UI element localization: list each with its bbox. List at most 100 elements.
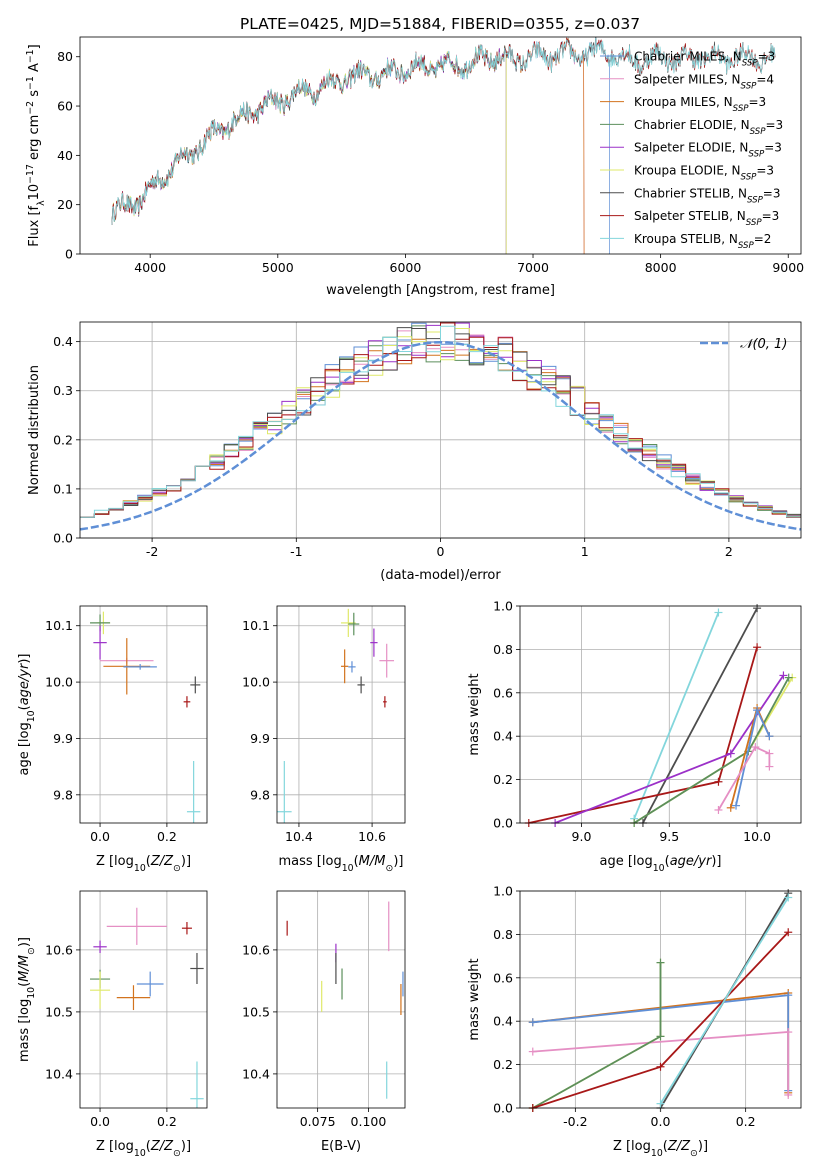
data-point bbox=[181, 922, 192, 935]
y-tick-label: 0.3 bbox=[53, 383, 73, 398]
x-axis-label-part: ( bbox=[665, 854, 670, 869]
weight-marker bbox=[528, 1047, 537, 1056]
legend-label: Chabrier ELODIE, NSSP=3 bbox=[634, 118, 783, 137]
legend-label-part: =3 bbox=[763, 186, 781, 200]
y-axis-label-part: erg cm bbox=[27, 115, 42, 164]
data-point bbox=[341, 649, 349, 684]
x-tick-label: 0.100 bbox=[351, 1114, 387, 1129]
y-tick-label: 9.9 bbox=[250, 731, 270, 746]
legend-label-part: Kroupa MILES, N bbox=[634, 95, 733, 109]
x-axis-label-part: 10 bbox=[134, 1148, 146, 1159]
y-axis-label-part: 10 bbox=[27, 184, 42, 201]
y-tick-label: 0.2 bbox=[493, 1057, 513, 1072]
x-axis-label-part: ( bbox=[146, 1139, 151, 1154]
y-axis-label-part: )] bbox=[17, 937, 32, 947]
y-tick-label: 0.0 bbox=[493, 1101, 513, 1116]
x-tick-label: 9000 bbox=[772, 260, 804, 275]
y-axis-label-part: −1 bbox=[25, 49, 36, 63]
data-point bbox=[379, 643, 395, 678]
data-point bbox=[183, 696, 191, 708]
y-axis-label-part: age [log bbox=[17, 722, 32, 775]
legend-label-part: SSP bbox=[750, 127, 767, 137]
weight-series-line bbox=[642, 607, 758, 823]
axes-frame bbox=[79, 321, 802, 539]
weight-marker bbox=[784, 991, 793, 1000]
weight-marker bbox=[784, 673, 793, 682]
x-axis-label-part: 10 bbox=[134, 863, 146, 874]
x-axis-label-part: Z/Z bbox=[150, 854, 174, 869]
weight-marker bbox=[753, 604, 762, 613]
legend-label: Kroupa STELIB, NSSP=2 bbox=[634, 232, 771, 251]
legend-label-part: SSP bbox=[748, 150, 765, 160]
x-tick-label: 4000 bbox=[134, 260, 166, 275]
weight-series-line bbox=[633, 677, 793, 823]
y-tick-label: 10.6 bbox=[242, 942, 270, 957]
legend-label-part: Chabrier ELODIE, N bbox=[634, 118, 750, 132]
spectrum-series-line bbox=[111, 37, 776, 225]
y-axis-label: mass weight bbox=[467, 958, 482, 1040]
legend-label: 𝒩(0, 1) bbox=[740, 337, 787, 352]
spectrum-series-line bbox=[111, 44, 507, 254]
x-axis-label-part: )] bbox=[698, 1139, 708, 1154]
weight-marker bbox=[765, 749, 774, 758]
data-point bbox=[383, 696, 387, 708]
weight-marker bbox=[656, 1062, 665, 1071]
x-axis-label-part: ⊙ bbox=[173, 863, 181, 874]
data-point bbox=[186, 761, 201, 823]
weight-series-line bbox=[659, 897, 789, 1105]
x-axis-label: mass [log10(M/M⊙)] bbox=[279, 854, 404, 874]
age-vs-Z-axes: 0.0 0.29.89.910.010.1Z [log10(Z/Z⊙)]age [… bbox=[17, 605, 208, 874]
y-tick-label: 0.2 bbox=[53, 432, 73, 447]
weight-marker bbox=[751, 743, 760, 752]
legend-label-part: Kroupa STELIB, N bbox=[634, 232, 738, 246]
x-tick-label: 0.2 bbox=[157, 829, 177, 844]
axes-frame bbox=[276, 605, 406, 824]
y-tick-label: 0.4 bbox=[53, 334, 73, 349]
x-tick-label: 0 bbox=[437, 544, 445, 559]
axes-frame bbox=[519, 605, 802, 824]
spectrum-series-line bbox=[111, 44, 507, 254]
weight-marker bbox=[753, 706, 762, 715]
y-tick-label: 0.8 bbox=[493, 927, 513, 942]
data-point bbox=[190, 1061, 204, 1108]
y-axis-label-part: ] bbox=[27, 44, 42, 49]
y-tick-label: 9.8 bbox=[53, 787, 73, 802]
y-tick-label: 0 bbox=[65, 247, 73, 262]
weight-marker bbox=[732, 801, 741, 810]
weight-vs-age-axes: 9.0 9.5 10.0 0.0 0.2 0.4 0.6 0.8 1.0 age [log10(a… bbox=[467, 599, 802, 874]
x-axis-label-part: Z [log bbox=[96, 1139, 134, 1154]
residuals-axes: -2 -1 0 1 2 0.0 0.1 0.2 0.3 0.4 𝒩(0, 1) (data-model… bbox=[27, 321, 802, 583]
legend-label-part: SSP bbox=[741, 81, 758, 91]
weight-marker bbox=[656, 1099, 665, 1108]
y-axis-label-part: s bbox=[27, 90, 42, 101]
weight-marker bbox=[528, 1018, 537, 1027]
y-tick-label: 60 bbox=[57, 99, 73, 114]
x-axis-label-part: ( bbox=[354, 854, 359, 869]
y-axis-label: age [log10(age/yr)] bbox=[17, 653, 37, 775]
y-tick-label: 0.0 bbox=[53, 531, 73, 546]
x-axis-label-part: ( bbox=[146, 854, 151, 869]
legend-label: Chabrier STELIB, NSSP=3 bbox=[634, 186, 781, 205]
data-point bbox=[190, 953, 204, 984]
data-point bbox=[370, 628, 378, 657]
legend-label-part: =4 bbox=[756, 72, 774, 86]
y-tick-label: 10.5 bbox=[242, 1004, 270, 1019]
y-axis-label-part: 10 bbox=[26, 987, 37, 999]
x-tick-label: 0.2 bbox=[736, 1114, 756, 1129]
x-tick-label: 10.0 bbox=[743, 829, 771, 844]
legend-label: Salpeter MILES, NSSP=4 bbox=[634, 72, 774, 91]
axes-frame bbox=[79, 36, 802, 255]
y-tick-label: 0.2 bbox=[493, 772, 513, 787]
y-axis-label: Flux [fλ10−17 erg cm−2 s−1 A−1] bbox=[25, 44, 47, 246]
legend-label-part: Chabrier STELIB, N bbox=[634, 186, 747, 200]
y-tick-label: 10.0 bbox=[242, 675, 270, 690]
weight-marker bbox=[765, 732, 774, 741]
y-tick-label: 10.4 bbox=[242, 1066, 270, 1081]
x-tick-label: -2 bbox=[146, 544, 158, 559]
data-point bbox=[357, 676, 365, 694]
y-tick-label: 0.4 bbox=[493, 729, 513, 744]
weight-marker bbox=[784, 1090, 793, 1099]
mass-vs-Z-axes: 0.0 0.210.410.510.6Z [log10(Z/Z⊙)]mass [l… bbox=[17, 890, 208, 1159]
y-axis-label-part: )] bbox=[17, 653, 32, 663]
